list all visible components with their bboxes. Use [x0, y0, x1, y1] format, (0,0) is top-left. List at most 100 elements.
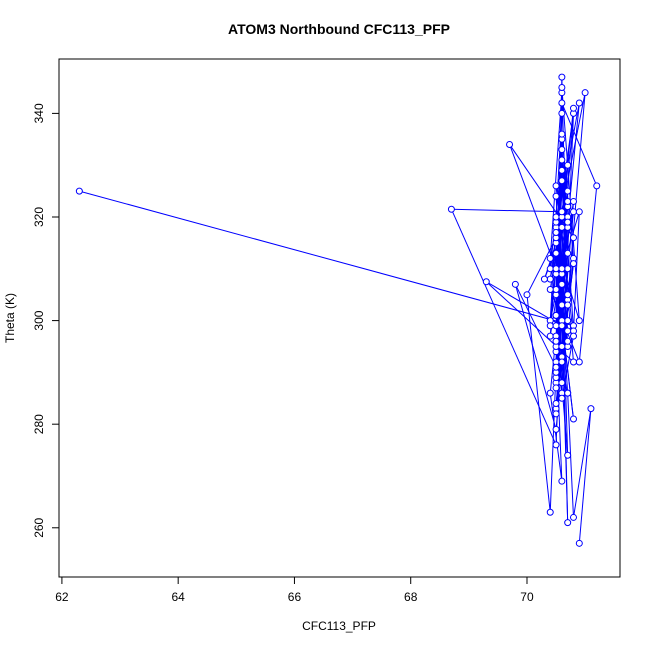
data-point	[564, 451, 572, 459]
data-point	[558, 166, 566, 174]
data-point	[558, 322, 566, 330]
data-point	[575, 358, 583, 366]
data-point	[558, 99, 566, 107]
data-point	[546, 254, 554, 262]
series-line-segment	[561, 102, 598, 187]
data-point	[552, 410, 560, 418]
data-point	[564, 519, 572, 527]
data-point	[546, 265, 554, 273]
chart-title: ATOM3 Northbound CFC113_PFP	[228, 21, 450, 37]
data-point	[447, 205, 455, 213]
data-point	[564, 389, 572, 397]
series-line-segment	[526, 294, 551, 513]
series-line-segment	[509, 144, 563, 285]
data-point	[552, 265, 560, 273]
data-point	[558, 379, 566, 387]
data-point	[569, 104, 577, 112]
data-point	[569, 358, 577, 366]
series-line-segment	[555, 268, 563, 326]
series-line-segment	[561, 87, 580, 321]
y-tick-label: 280	[32, 414, 46, 434]
data-point	[564, 301, 572, 309]
series-line-segment	[526, 237, 557, 295]
data-point	[552, 311, 560, 319]
data-point	[564, 249, 572, 257]
data-point	[558, 83, 566, 91]
data-point	[569, 208, 577, 216]
data-point	[564, 317, 572, 325]
series-line-segment	[578, 185, 598, 363]
data-point	[506, 140, 514, 148]
series-line-segment	[514, 284, 557, 430]
data-point	[575, 317, 583, 325]
data-point	[558, 301, 566, 309]
series-line-segment	[450, 209, 557, 446]
data-point	[552, 337, 560, 345]
data-point	[552, 192, 560, 200]
data-point	[558, 130, 566, 138]
data-point	[558, 73, 566, 81]
data-point	[575, 99, 583, 107]
data-point	[558, 342, 566, 350]
data-point	[552, 399, 560, 407]
data-point	[564, 327, 572, 335]
data-point	[564, 265, 572, 273]
data-point	[552, 182, 560, 190]
plot-frame	[58, 58, 621, 578]
data-point	[564, 218, 572, 226]
data-point	[564, 291, 572, 299]
data-point	[564, 337, 572, 345]
data-point	[558, 223, 566, 231]
x-axis: 62 64 66 68 70	[55, 577, 534, 604]
data-point	[546, 332, 554, 340]
data-point	[587, 405, 595, 413]
data-point	[552, 441, 560, 449]
data-point	[552, 384, 560, 392]
data-point	[564, 187, 572, 195]
data-point	[558, 358, 566, 366]
series-line-segment	[549, 92, 563, 259]
series-layer	[75, 73, 601, 547]
data-point	[546, 275, 554, 283]
data-point	[546, 322, 554, 330]
data-point	[564, 197, 572, 205]
data-point	[75, 187, 83, 195]
data-point	[558, 477, 566, 485]
y-tick-label: 300	[32, 310, 46, 330]
data-point	[575, 539, 583, 547]
data-point	[575, 208, 583, 216]
data-point	[558, 208, 566, 216]
data-point	[552, 229, 560, 237]
x-tick-label: 66	[288, 590, 302, 604]
x-tick-label: 68	[404, 590, 418, 604]
data-point	[552, 425, 560, 433]
x-tick-label: 64	[171, 590, 185, 604]
data-point	[569, 234, 577, 242]
series-line-segment	[572, 408, 592, 518]
y-axis-label: Theta (K)	[3, 293, 17, 343]
series-line-segment	[578, 408, 592, 544]
data-point	[558, 280, 566, 288]
series-line-segment	[549, 222, 569, 394]
data-point	[552, 363, 560, 371]
series-line-segment	[451, 208, 562, 213]
data-point	[558, 265, 566, 273]
data-point	[552, 286, 560, 294]
data-point	[540, 275, 548, 283]
series-line-segment	[549, 393, 563, 482]
data-point	[552, 249, 560, 257]
data-point	[569, 197, 577, 205]
data-point	[482, 278, 490, 286]
data-point	[511, 280, 519, 288]
data-point	[569, 513, 577, 521]
data-point	[558, 156, 566, 164]
y-axis: 260 280 300 320 340	[32, 103, 59, 538]
data-point	[564, 161, 572, 169]
data-point	[558, 109, 566, 117]
y-tick-label: 260	[32, 517, 46, 537]
data-point	[593, 182, 601, 190]
y-tick-label: 340	[32, 103, 46, 123]
series-line-segment	[509, 144, 574, 238]
data-point	[569, 415, 577, 423]
data-point	[581, 89, 589, 97]
